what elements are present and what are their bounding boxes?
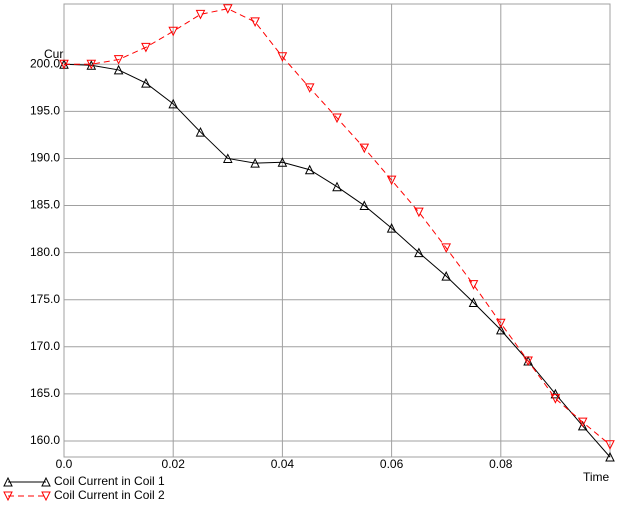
series-line bbox=[63, 63, 611, 458]
marker bbox=[550, 388, 561, 399]
marker bbox=[222, 153, 233, 163]
marker bbox=[195, 126, 206, 137]
marker bbox=[168, 98, 179, 109]
y-tick-label: 195.0 bbox=[30, 104, 60, 118]
legend-label: Coil Current in Coil 1 bbox=[54, 474, 165, 488]
marker bbox=[577, 417, 588, 428]
marker bbox=[141, 42, 151, 53]
marker bbox=[468, 280, 479, 290]
marker bbox=[222, 4, 233, 14]
marker bbox=[3, 491, 13, 502]
y-tick-label: 190.0 bbox=[30, 151, 60, 165]
marker bbox=[468, 297, 479, 308]
y-tick-label: 180.0 bbox=[30, 245, 60, 259]
legend-label: Coil Current in Coil 2 bbox=[54, 488, 165, 502]
marker bbox=[414, 247, 424, 258]
series-line bbox=[64, 8, 611, 446]
marker bbox=[359, 200, 370, 211]
marker bbox=[195, 9, 206, 20]
marker bbox=[304, 83, 315, 93]
plot-area bbox=[63, 3, 611, 458]
marker bbox=[277, 52, 288, 62]
marker bbox=[3, 476, 13, 487]
marker bbox=[386, 223, 397, 233]
x-tick-label: 0.02 bbox=[162, 457, 186, 471]
marker bbox=[441, 271, 452, 281]
marker bbox=[386, 175, 397, 186]
marker bbox=[141, 77, 151, 88]
marker bbox=[577, 420, 588, 431]
marker bbox=[86, 59, 97, 70]
y-tick-label: 165.0 bbox=[30, 386, 60, 400]
x-tick-label: 0.04 bbox=[271, 457, 295, 471]
marker bbox=[359, 143, 370, 154]
marker bbox=[113, 55, 124, 65]
marker bbox=[250, 17, 260, 28]
marker bbox=[332, 181, 342, 192]
y-tick-label: 185.0 bbox=[30, 198, 60, 212]
y-tick-label: 200.0 bbox=[30, 56, 60, 70]
x-tick-label: 0.06 bbox=[380, 457, 404, 471]
x-tick-label: 0.0 bbox=[56, 457, 73, 471]
marker bbox=[495, 318, 506, 329]
marker bbox=[250, 158, 260, 168]
marker bbox=[605, 440, 615, 450]
y-tick-label: 175.0 bbox=[30, 292, 60, 306]
y-tick-label: 170.0 bbox=[30, 339, 60, 353]
marker bbox=[332, 113, 342, 124]
marker bbox=[304, 164, 315, 175]
marker bbox=[550, 394, 561, 404]
x-tick-label: 0.08 bbox=[489, 457, 513, 471]
marker bbox=[523, 356, 533, 367]
marker bbox=[41, 491, 51, 502]
marker bbox=[59, 59, 69, 70]
y-tick-label: 160.0 bbox=[30, 433, 60, 447]
marker bbox=[495, 324, 506, 335]
marker bbox=[168, 26, 179, 37]
x-axis-label: Time bbox=[583, 470, 610, 484]
marker bbox=[277, 157, 288, 167]
marker bbox=[414, 207, 424, 218]
marker bbox=[41, 476, 51, 487]
marker bbox=[441, 243, 452, 254]
marker bbox=[113, 64, 124, 75]
marker bbox=[605, 451, 615, 462]
